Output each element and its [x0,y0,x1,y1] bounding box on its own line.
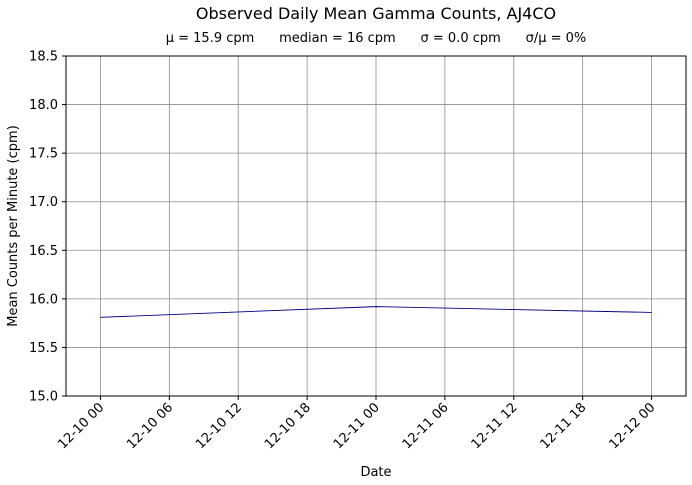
chart-title: Observed Daily Mean Gamma Counts, AJ4CO [195,4,557,23]
chart-subtitle: μ = 15.9 cpm median = 16 cpm σ = 0.0 cpm… [165,31,587,46]
y-tick-label: 16.5 [29,244,58,259]
y-tick-label: 15.5 [29,341,58,356]
y-tick-label: 15.0 [29,390,58,405]
x-axis-label: Date [360,465,391,480]
x-tick-label: 12-10 18 [262,400,314,452]
x-tick-label: 12-11 18 [538,400,590,452]
x-tick-label: 12-10 06 [124,400,176,452]
x-tick-label: 12-10 12 [193,400,245,452]
y-tick-label: 18.0 [29,98,58,113]
x-tick-label: 12-11 00 [331,400,383,452]
y-tick-label: 16.0 [29,292,58,307]
series-line [100,306,652,318]
y-tick-label: 18.5 [29,50,58,65]
x-tick-label: 12-10 00 [55,400,107,452]
x-tick-label: 12-11 12 [469,400,521,452]
x-tick-label: 12-12 00 [606,400,658,452]
y-axis-label: Mean Counts per Minute (cpm) [6,125,21,327]
y-tick-label: 17.0 [29,195,58,210]
x-tick-label: 12-11 06 [400,400,452,452]
y-tick-label: 17.5 [29,147,58,162]
